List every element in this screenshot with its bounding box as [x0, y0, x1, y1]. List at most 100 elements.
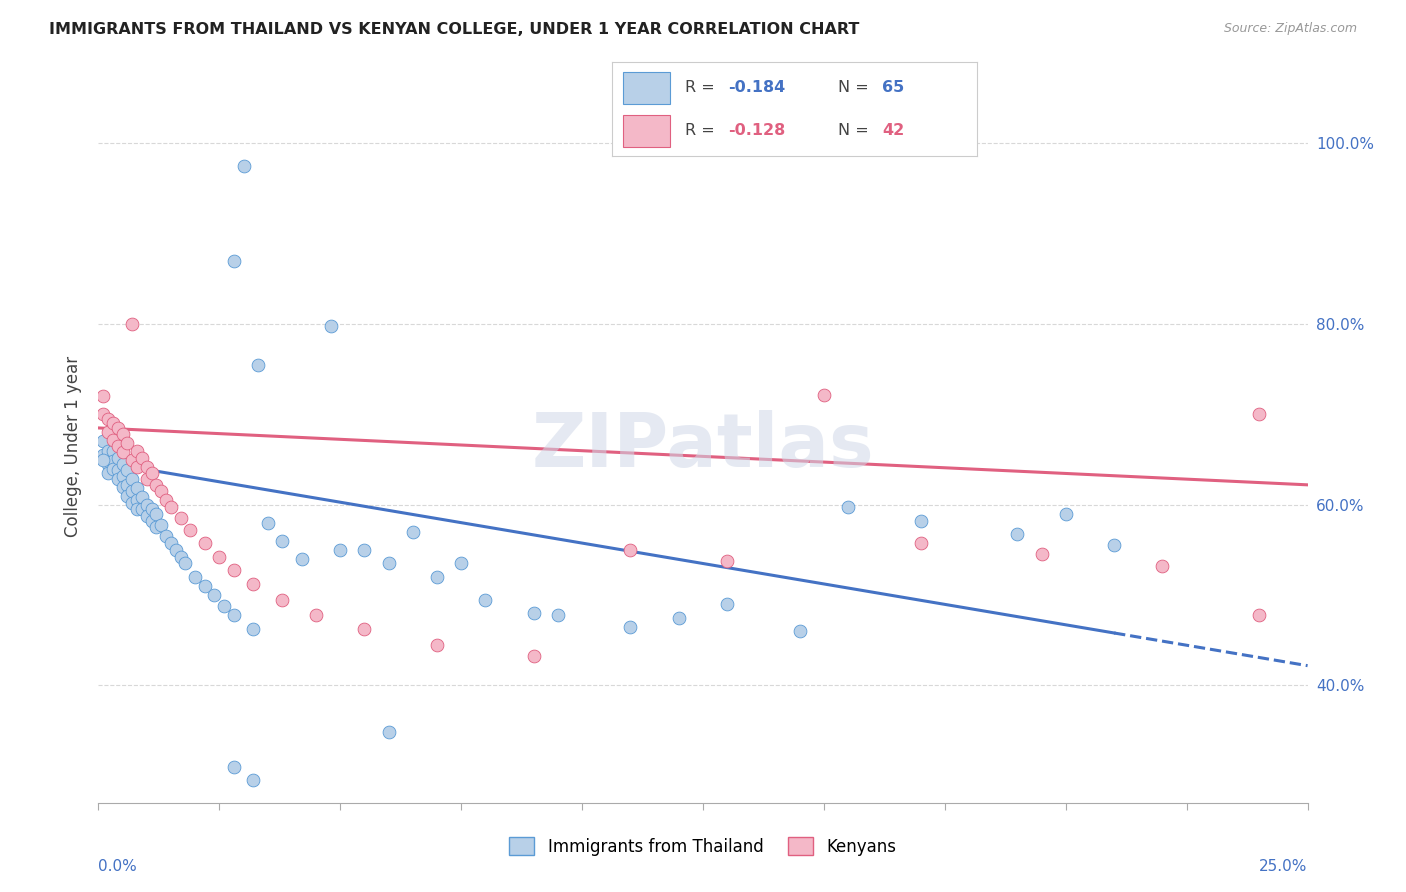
- Point: [117, 463, 139, 477]
- Point: [135, 472, 157, 486]
- Point: [131, 491, 153, 505]
- Point: [1031, 548, 1053, 562]
- Point: [377, 725, 399, 739]
- Point: [160, 535, 183, 549]
- Point: [117, 436, 139, 450]
- Text: -0.184: -0.184: [728, 80, 786, 95]
- Point: [107, 450, 129, 465]
- Point: [523, 649, 546, 664]
- Point: [353, 542, 375, 557]
- Point: [107, 472, 129, 486]
- Point: [107, 463, 129, 477]
- Point: [547, 607, 569, 622]
- Point: [204, 588, 226, 602]
- Point: [474, 592, 496, 607]
- Point: [271, 533, 294, 548]
- Point: [131, 450, 153, 465]
- Point: [107, 439, 129, 453]
- Point: [353, 623, 375, 637]
- Point: [426, 638, 449, 652]
- Point: [127, 459, 149, 474]
- Point: [523, 606, 546, 620]
- Point: [101, 454, 124, 468]
- Point: [247, 358, 270, 372]
- Point: [668, 610, 690, 624]
- Y-axis label: College, Under 1 year: College, Under 1 year: [65, 355, 83, 537]
- Point: [135, 498, 157, 512]
- Point: [910, 514, 932, 528]
- Point: [111, 468, 134, 483]
- Point: [127, 443, 149, 458]
- Point: [305, 607, 328, 622]
- Point: [1054, 507, 1077, 521]
- Point: [242, 577, 264, 591]
- Point: [716, 597, 738, 611]
- Point: [1249, 408, 1271, 422]
- Text: R =: R =: [685, 123, 720, 138]
- Point: [837, 500, 859, 514]
- Point: [813, 387, 835, 401]
- Point: [319, 318, 342, 333]
- Text: N =: N =: [838, 123, 875, 138]
- Point: [121, 317, 143, 331]
- Point: [169, 550, 191, 565]
- Point: [121, 496, 143, 510]
- Point: [212, 599, 235, 613]
- Point: [101, 443, 124, 458]
- Point: [127, 482, 149, 496]
- Point: [97, 412, 120, 426]
- Point: [117, 478, 139, 492]
- Point: [97, 466, 120, 480]
- Point: [97, 457, 120, 471]
- Point: [619, 542, 641, 557]
- Point: [111, 427, 134, 442]
- Point: [141, 514, 163, 528]
- Point: [222, 759, 245, 773]
- Point: [450, 557, 472, 571]
- Point: [222, 607, 245, 622]
- Text: 25.0%: 25.0%: [1260, 859, 1308, 874]
- Text: R =: R =: [685, 80, 720, 95]
- Text: ZIPatlas: ZIPatlas: [531, 409, 875, 483]
- Point: [155, 493, 177, 508]
- Point: [910, 535, 932, 549]
- Point: [426, 570, 449, 584]
- Point: [402, 524, 425, 539]
- Point: [127, 502, 149, 516]
- Text: 42: 42: [882, 123, 904, 138]
- Point: [91, 408, 114, 422]
- Point: [150, 517, 173, 532]
- Point: [107, 421, 129, 435]
- Point: [145, 507, 167, 521]
- Point: [179, 523, 201, 537]
- Point: [329, 542, 352, 557]
- Point: [91, 389, 114, 403]
- Point: [101, 433, 124, 447]
- Point: [165, 542, 187, 557]
- Text: -0.128: -0.128: [728, 123, 786, 138]
- Point: [135, 459, 157, 474]
- Point: [97, 443, 120, 458]
- Point: [145, 520, 167, 534]
- Point: [194, 535, 217, 549]
- Point: [716, 554, 738, 568]
- Text: Source: ZipAtlas.com: Source: ZipAtlas.com: [1223, 22, 1357, 36]
- Point: [111, 445, 134, 459]
- Point: [222, 563, 245, 577]
- Text: 65: 65: [882, 80, 904, 95]
- Point: [1249, 607, 1271, 622]
- Point: [208, 550, 231, 565]
- Bar: [623, 115, 671, 147]
- Point: [101, 417, 124, 431]
- Point: [135, 508, 157, 523]
- Point: [256, 516, 278, 530]
- Point: [111, 457, 134, 471]
- Point: [377, 557, 399, 571]
- Point: [155, 529, 177, 543]
- Point: [141, 466, 163, 480]
- Point: [194, 579, 217, 593]
- Text: IMMIGRANTS FROM THAILAND VS KENYAN COLLEGE, UNDER 1 YEAR CORRELATION CHART: IMMIGRANTS FROM THAILAND VS KENYAN COLLE…: [49, 22, 859, 37]
- Point: [174, 557, 197, 571]
- Point: [232, 159, 254, 173]
- Point: [131, 502, 153, 516]
